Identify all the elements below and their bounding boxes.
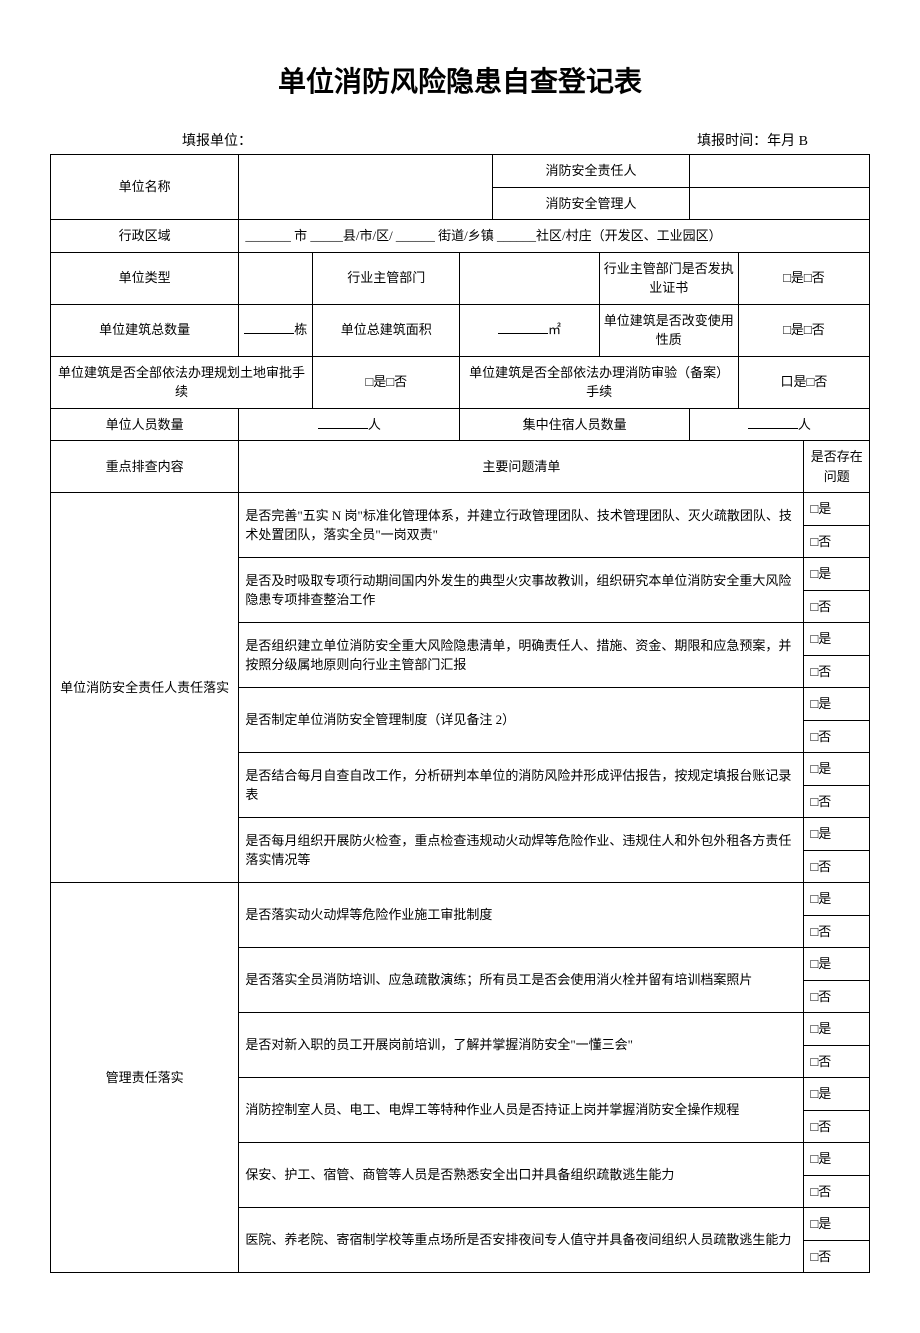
- field-live-count[interactable]: 人: [689, 408, 869, 441]
- yn-1-0-n[interactable]: □否: [804, 915, 870, 948]
- field-unit-name[interactable]: [239, 155, 493, 220]
- item-0-0: 是否完善"五实 N 岗"标准化管理体系，并建立行政管理团队、技术管理团队、灭火疏…: [239, 493, 804, 558]
- yn-0-2-n[interactable]: □否: [804, 655, 870, 688]
- form-table: 单位名称 消防安全责任人 消防安全管理人 行政区域 _______ 市 ____…: [50, 154, 870, 1273]
- label-unit-type: 单位类型: [51, 252, 239, 304]
- item-1-4: 保安、护工、宿管、商管等人员是否熟悉安全出口并具备组织疏散逃生能力: [239, 1143, 804, 1208]
- field-changed-use[interactable]: □是□否: [738, 304, 869, 356]
- item-0-2: 是否组织建立单位消防安全重大风险隐患清单，明确责任人、措施、资金、期限和应急预案…: [239, 623, 804, 688]
- yn-1-1-n[interactable]: □否: [804, 980, 870, 1013]
- item-0-1: 是否及时吸取专项行动期间国内外发生的典型火灾事故教训，组织研究本单位消防安全重大…: [239, 558, 804, 623]
- field-building-count[interactable]: 栋: [239, 304, 313, 356]
- label-issue-list: 主要问题清单: [239, 441, 804, 493]
- label-check-content: 重点排查内容: [51, 441, 239, 493]
- item-1-3: 消防控制室人员、电工、电焊工等特种作业人员是否持证上岗并掌握消防安全操作规程: [239, 1078, 804, 1143]
- item-0-3: 是否制定单位消防安全管理制度（详见备注 2）: [239, 688, 804, 753]
- yn-1-4-n[interactable]: □否: [804, 1175, 870, 1208]
- yn-0-5-n[interactable]: □否: [804, 850, 870, 883]
- label-unit-name: 单位名称: [51, 155, 239, 220]
- label-cert-issued: 行业主管部门是否发执业证书: [599, 252, 738, 304]
- yn-0-4-y[interactable]: □是: [804, 753, 870, 786]
- item-1-5: 医院、养老院、寄宿制学校等重点场所是否安排夜间专人值守并具备夜间组织人员疏散逃生…: [239, 1208, 804, 1273]
- label-changed-use: 单位建筑是否改变使用性质: [599, 304, 738, 356]
- field-total-area[interactable]: ㎡: [460, 304, 599, 356]
- field-cert-issued[interactable]: □是□否: [738, 252, 869, 304]
- yn-1-2-n[interactable]: □否: [804, 1045, 870, 1078]
- yn-0-1-y[interactable]: □是: [804, 558, 870, 591]
- meta-time: 填报时间：年月 B: [697, 130, 868, 150]
- meta-unit: 填报单位：: [52, 130, 252, 150]
- yn-1-4-y[interactable]: □是: [804, 1143, 870, 1176]
- field-dept-in-charge[interactable]: [460, 252, 599, 304]
- label-total-area: 单位总建筑面积: [313, 304, 460, 356]
- yn-1-3-y[interactable]: □是: [804, 1078, 870, 1111]
- label-person-count: 单位人员数量: [51, 408, 239, 441]
- label-admin-area: 行政区域: [51, 220, 239, 253]
- yn-0-2-y[interactable]: □是: [804, 623, 870, 656]
- label-live-count: 集中住宿人员数量: [460, 408, 689, 441]
- field-unit-type[interactable]: [239, 252, 313, 304]
- label-building-count: 单位建筑总数量: [51, 304, 239, 356]
- field-safety-manager[interactable]: [689, 187, 869, 220]
- field-land-approval[interactable]: □是□否: [313, 356, 460, 408]
- item-0-5: 是否每月组织开展防火检查，重点检查违规动火动焊等危险作业、违规住人和外包外租各方…: [239, 818, 804, 883]
- yn-1-0-y[interactable]: □是: [804, 883, 870, 916]
- yn-1-5-n[interactable]: □否: [804, 1240, 870, 1273]
- yn-0-5-y[interactable]: □是: [804, 818, 870, 851]
- item-1-1: 是否落实全员消防培训、应急疏散演练；所有员工是否会使用消火栓并留有培训档案照片: [239, 948, 804, 1013]
- yn-1-1-y[interactable]: □是: [804, 948, 870, 981]
- section-header-1: 管理责任落实: [51, 883, 239, 1273]
- yn-1-2-y[interactable]: □是: [804, 1013, 870, 1046]
- label-fire-approval: 单位建筑是否全部依法办理消防审验（备案）手续: [460, 356, 738, 408]
- yn-0-0-y[interactable]: □是: [804, 493, 870, 526]
- label-dept-in-charge: 行业主管部门: [313, 252, 460, 304]
- yn-0-3-n[interactable]: □否: [804, 720, 870, 753]
- yn-0-3-y[interactable]: □是: [804, 688, 870, 721]
- yn-1-5-y[interactable]: □是: [804, 1208, 870, 1241]
- item-0-4: 是否结合每月自查自改工作，分析研判本单位的消防风险并形成评估报告，按规定填报台账…: [239, 753, 804, 818]
- yn-0-1-n[interactable]: □否: [804, 590, 870, 623]
- meta-row: 填报单位： 填报时间：年月 B: [50, 130, 870, 150]
- yn-1-3-n[interactable]: □否: [804, 1110, 870, 1143]
- label-safety-manager: 消防安全管理人: [493, 187, 690, 220]
- page-title: 单位消防风险隐患自查登记表: [50, 60, 870, 100]
- field-admin-area[interactable]: _______ 市 _____县/市/区/ ______ 街道/乡镇 _____…: [239, 220, 870, 253]
- label-safety-officer: 消防安全责任人: [493, 155, 690, 188]
- field-fire-approval[interactable]: 口是□否: [738, 356, 869, 408]
- label-has-issue: 是否存在问题: [804, 441, 870, 493]
- yn-0-4-n[interactable]: □否: [804, 785, 870, 818]
- field-safety-officer[interactable]: [689, 155, 869, 188]
- label-land-approval: 单位建筑是否全部依法办理规划土地审批手续: [51, 356, 313, 408]
- item-1-0: 是否落实动火动焊等危险作业施工审批制度: [239, 883, 804, 948]
- field-person-count[interactable]: 人: [239, 408, 460, 441]
- yn-0-0-n[interactable]: □否: [804, 525, 870, 558]
- section-header-0: 单位消防安全责任人责任落实: [51, 493, 239, 883]
- item-1-2: 是否对新入职的员工开展岗前培训，了解并掌握消防安全"一懂三会": [239, 1013, 804, 1078]
